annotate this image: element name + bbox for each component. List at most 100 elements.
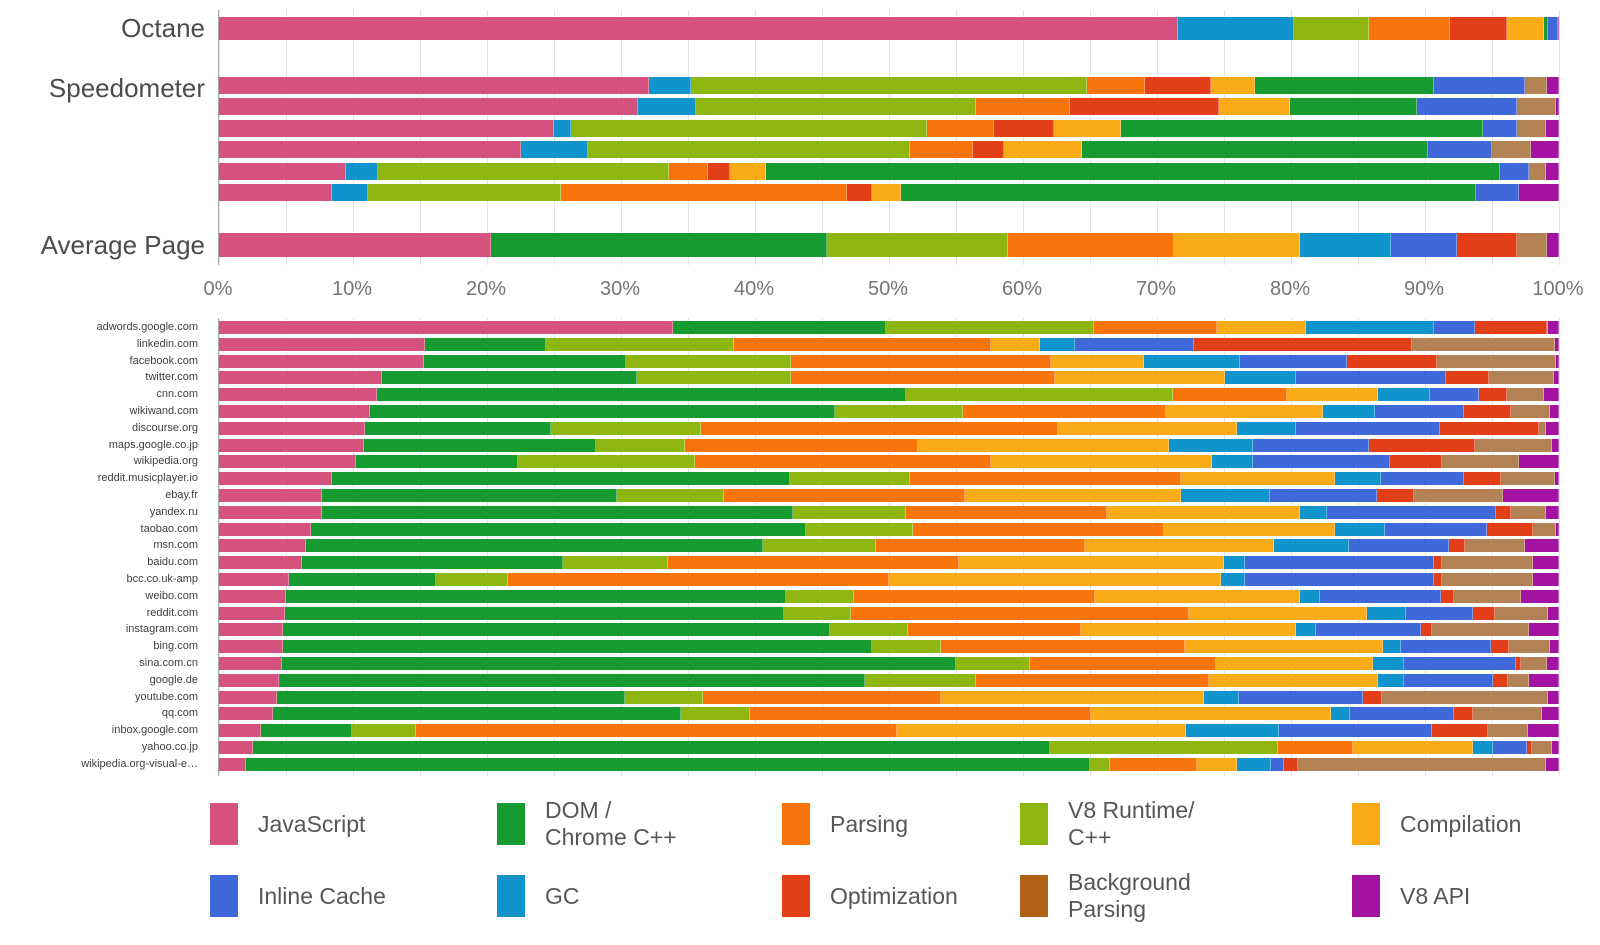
- segment-parsing[interactable]: [560, 184, 848, 201]
- segment-compilation[interactable]: [958, 556, 1224, 570]
- segment-parsing[interactable]: [976, 673, 1210, 687]
- segment-bgparsing[interactable]: [1465, 539, 1526, 553]
- segment-javascript[interactable]: [219, 388, 378, 402]
- segment-bgparsing[interactable]: [1509, 640, 1550, 654]
- segment-optimization[interactable]: [1439, 421, 1539, 435]
- segment-dom[interactable]: [245, 757, 1090, 771]
- segment-javascript[interactable]: [219, 472, 332, 486]
- segment-api[interactable]: [1529, 623, 1559, 637]
- segment-javascript[interactable]: [219, 405, 371, 418]
- segment-bgparsing[interactable]: [1297, 757, 1546, 771]
- segment-gc[interactable]: [1203, 690, 1239, 704]
- segment-dom[interactable]: [1254, 77, 1435, 94]
- segment-gc[interactable]: [1178, 17, 1294, 40]
- segment-compilation[interactable]: [897, 724, 1187, 738]
- segment-gc[interactable]: [554, 119, 572, 137]
- segment-v8runtime[interactable]: [830, 623, 908, 637]
- segment-v8runtime[interactable]: [378, 162, 670, 180]
- segment-parsing[interactable]: [976, 98, 1070, 116]
- segment-gc[interactable]: [1273, 539, 1349, 553]
- segment-bgparsing[interactable]: [1473, 707, 1542, 721]
- segment-parsing[interactable]: [854, 589, 1096, 603]
- segment-bgparsing[interactable]: [1474, 438, 1553, 452]
- segment-parsing[interactable]: [1173, 388, 1287, 402]
- segment-dom[interactable]: [311, 522, 806, 536]
- segment-ic[interactable]: [1375, 405, 1464, 418]
- segment-v8runtime[interactable]: [517, 455, 695, 469]
- segment-compilation[interactable]: [1084, 539, 1274, 553]
- segment-optimization[interactable]: [1441, 589, 1455, 603]
- segment-api[interactable]: [1546, 77, 1559, 94]
- segment-bgparsing[interactable]: [1508, 673, 1530, 687]
- segment-bgparsing[interactable]: [1532, 741, 1553, 754]
- segment-api[interactable]: [1549, 640, 1559, 654]
- segment-gc[interactable]: [1473, 741, 1494, 754]
- segment-bgparsing[interactable]: [1442, 556, 1534, 570]
- segment-compilation[interactable]: [1053, 119, 1121, 137]
- segment-dom[interactable]: [1120, 119, 1483, 137]
- segment-bgparsing[interactable]: [1510, 505, 1546, 519]
- segment-ic[interactable]: [1400, 640, 1491, 654]
- segment-ic[interactable]: [1380, 472, 1464, 486]
- segment-parsing[interactable]: [910, 141, 974, 159]
- segment-javascript[interactable]: [219, 690, 277, 704]
- segment-gc[interactable]: [1300, 589, 1321, 603]
- segment-dom[interactable]: [424, 354, 627, 368]
- segment-parsing[interactable]: [1093, 321, 1218, 334]
- segment-javascript[interactable]: [219, 371, 383, 385]
- segment-dom[interactable]: [1289, 98, 1417, 116]
- segment-gc[interactable]: [1237, 421, 1297, 435]
- segment-javascript[interactable]: [219, 98, 639, 116]
- segment-ic[interactable]: [1075, 337, 1195, 351]
- segment-bgparsing[interactable]: [1506, 388, 1545, 402]
- segment-compilation[interactable]: [990, 455, 1212, 469]
- segment-compilation[interactable]: [1051, 354, 1144, 368]
- segment-optimization[interactable]: [1490, 640, 1510, 654]
- segment-compilation[interactable]: [871, 184, 901, 201]
- segment-parsing[interactable]: [791, 354, 1052, 368]
- segment-optimization[interactable]: [1478, 388, 1507, 402]
- segment-parsing[interactable]: [906, 505, 1108, 519]
- segment-javascript[interactable]: [219, 141, 521, 159]
- segment-optimization[interactable]: [1431, 724, 1488, 738]
- segment-api[interactable]: [1554, 472, 1559, 486]
- segment-javascript[interactable]: [219, 337, 426, 351]
- segment-compilation[interactable]: [1189, 606, 1368, 620]
- segment-gc[interactable]: [638, 98, 697, 116]
- segment-v8runtime[interactable]: [784, 606, 852, 620]
- segment-javascript[interactable]: [219, 640, 284, 654]
- segment-bgparsing[interactable]: [1431, 623, 1530, 637]
- segment-optimization[interactable]: [1446, 371, 1490, 385]
- segment-v8runtime[interactable]: [595, 438, 686, 452]
- segment-parsing[interactable]: [1110, 757, 1198, 771]
- segment-api[interactable]: [1502, 489, 1559, 502]
- segment-compilation[interactable]: [1181, 472, 1336, 486]
- segment-optimization[interactable]: [1526, 741, 1533, 754]
- segment-dom[interactable]: [276, 690, 625, 704]
- segment-api[interactable]: [1528, 724, 1559, 738]
- segment-bgparsing[interactable]: [1517, 233, 1547, 257]
- segment-v8runtime[interactable]: [587, 141, 911, 159]
- segment-v8runtime[interactable]: [886, 321, 1094, 334]
- segment-api[interactable]: [1521, 589, 1559, 603]
- segment-api[interactable]: [1530, 141, 1559, 159]
- segment-dom[interactable]: [272, 707, 682, 721]
- segment-parsing[interactable]: [1087, 77, 1145, 94]
- segment-dom[interactable]: [284, 606, 785, 620]
- segment-api[interactable]: [1556, 522, 1559, 536]
- segment-optimization[interactable]: [1347, 354, 1437, 368]
- segment-parsing[interactable]: [749, 707, 1092, 721]
- segment-compilation[interactable]: [1352, 741, 1474, 754]
- segment-parsing[interactable]: [907, 623, 1081, 637]
- segment-compilation[interactable]: [888, 573, 1222, 586]
- segment-v8runtime[interactable]: [690, 77, 1088, 94]
- segment-dom[interactable]: [281, 657, 956, 670]
- segment-compilation[interactable]: [1185, 640, 1384, 654]
- segment-javascript[interactable]: [219, 17, 1179, 40]
- segment-dom[interactable]: [279, 673, 865, 687]
- segment-api[interactable]: [1545, 757, 1559, 771]
- segment-api[interactable]: [1545, 421, 1559, 435]
- segment-bgparsing[interactable]: [1521, 657, 1547, 670]
- segment-gc[interactable]: [1323, 405, 1376, 418]
- segment-ic[interactable]: [1493, 741, 1527, 754]
